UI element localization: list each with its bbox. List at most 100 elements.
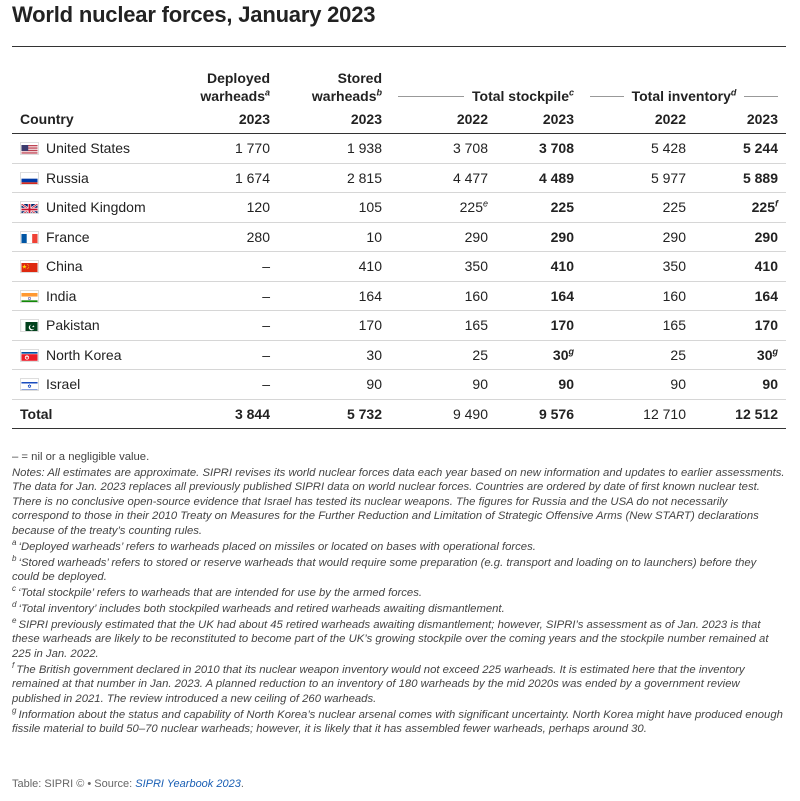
header-row-groups: Deployed warheadsa Stored warheadsb Tota… [12, 49, 786, 105]
country-name: Israel [46, 376, 81, 393]
stockpile-2023-value: 164 [496, 281, 582, 311]
france-flag-icon [20, 230, 39, 244]
stored-value: 1 938 [278, 133, 390, 164]
country-name: United States [46, 140, 131, 157]
inventory-2022-value: 25 [582, 340, 694, 370]
deployed-value: 1 770 [192, 133, 278, 164]
source-link[interactable]: SIPRI Yearbook 2023 [135, 778, 241, 790]
stockpile-2023-value: 3 708 [496, 133, 582, 164]
total-stored: 5 732 [278, 399, 390, 429]
deployed-value: 280 [192, 222, 278, 252]
stockpile-2022-value: 90 [390, 369, 496, 400]
stockpile-2023-value: 225 [496, 192, 582, 223]
country-name: India [46, 287, 77, 304]
stockpile-2023-value: 30g [496, 340, 582, 370]
us-flag-icon [20, 142, 39, 156]
stockpile-2023-value: 90 [496, 369, 582, 400]
header-stockpile-2023: 2023 [496, 105, 582, 134]
inventory-2023-value: 225f [694, 192, 786, 223]
inventory-2022-value: 5 428 [582, 133, 694, 164]
header-stored: Stored warheadsb [311, 70, 382, 104]
stockpile-2022-value: 290 [390, 222, 496, 252]
deployed-value: – [192, 369, 278, 400]
pakistan-flag-icon [20, 319, 39, 333]
stockpile-2022-value: 165 [390, 310, 496, 341]
stored-value: 10 [278, 222, 390, 252]
nuclear-forces-table: Deployed warheadsa Stored warheadsb Tota… [12, 49, 786, 429]
stockpile-2022-value: 25 [390, 340, 496, 370]
stockpile-2022-value: 3 708 [390, 133, 496, 164]
header-stored-year: 2023 [278, 105, 390, 134]
total-inventory-2023: 12 512 [694, 399, 786, 429]
header-total-inventory: Total inventoryd [582, 49, 786, 105]
inventory-2022-value: 160 [582, 281, 694, 311]
stored-value: 170 [278, 310, 390, 341]
deployed-value: 1 674 [192, 163, 278, 193]
country-name: North Korea [46, 346, 122, 363]
table-row: Pakistan – 170 165 170 165 170 [12, 310, 786, 341]
inventory-2023-value: 290 [694, 222, 786, 252]
inventory-2023-value: 164 [694, 281, 786, 311]
inventory-2022-value: 350 [582, 251, 694, 282]
stockpile-2023-value: 290 [496, 222, 582, 252]
country-name: China [46, 258, 83, 275]
general-note: Notes: All estimates are approximate. SI… [12, 467, 785, 537]
inventory-2023-value: 90 [694, 369, 786, 400]
deployed-value: 120 [192, 192, 278, 223]
header-row-years: Country 2023 2023 2022 2023 2022 2023 [12, 105, 786, 134]
header-deployed: Deployed warheadsa [200, 70, 270, 104]
total-inventory-2022: 12 710 [582, 399, 694, 429]
total-stockpile-2022: 9 490 [390, 399, 496, 429]
israel-flag-icon [20, 378, 39, 392]
header-total-stockpile: Total stockpilec [390, 49, 582, 105]
stockpile-2023-value: 410 [496, 251, 582, 282]
top-rule [12, 46, 786, 47]
deployed-value: – [192, 340, 278, 370]
table-row: India – 164 160 164 160 164 [12, 281, 786, 311]
north-korea-flag-icon [20, 348, 39, 362]
country-name: United Kingdom [46, 199, 146, 216]
footnote: e SIPRI previously estimated that the UK … [12, 616, 769, 660]
header-stockpile-2022: 2022 [390, 105, 496, 134]
inventory-2023-value: 30g [694, 340, 786, 370]
header-deployed-year: 2023 [192, 105, 278, 134]
header-country: Country [12, 105, 192, 134]
footnote: c ‘Total stockpile’ refers to warheads th… [12, 584, 422, 600]
country-name: Pakistan [46, 317, 100, 334]
inventory-2023-value: 5 244 [694, 133, 786, 164]
india-flag-icon [20, 289, 39, 303]
country-name: France [46, 228, 90, 245]
inventory-2023-value: 170 [694, 310, 786, 341]
page-title: World nuclear forces, January 2023 [12, 2, 376, 27]
table-row: Russia 1 674 2 815 4 477 4 489 5 977 5 8… [12, 163, 786, 193]
notes-section: – = nil or a negligible value. Notes: Al… [12, 450, 786, 738]
stockpile-2022-value: 160 [390, 281, 496, 311]
total-deployed: 3 844 [192, 399, 278, 429]
inventory-2023-value: 410 [694, 251, 786, 282]
header-inventory-2023: 2023 [694, 105, 786, 134]
footnote: g Information about the status and capabi… [12, 705, 783, 736]
table-row: Israel – 90 90 90 90 90 [12, 369, 786, 400]
inventory-2022-value: 225 [582, 192, 694, 223]
stored-value: 105 [278, 192, 390, 223]
source-line: Table: SIPRI © • Source: SIPRI Yearbook … [12, 778, 244, 790]
footnote: d ‘Total inventory’ includes both stockpi… [12, 600, 505, 616]
stockpile-2022-value: 350 [390, 251, 496, 282]
footnote: b ‘Stored warheads’ refers to stored or r… [12, 553, 757, 584]
inventory-2022-value: 165 [582, 310, 694, 341]
table-body: United States 1 770 1 938 3 708 3 708 5 … [12, 133, 786, 429]
footnote: a ‘Deployed warheads’ refers to warheads … [12, 537, 536, 553]
russia-flag-icon [20, 171, 39, 185]
total-stockpile-2023: 9 576 [496, 399, 582, 429]
table-row: China – 410 350 410 350 410 [12, 251, 786, 282]
stored-value: 30 [278, 340, 390, 370]
stored-value: 164 [278, 281, 390, 311]
footnote: f The British government declared in 2010… [12, 661, 745, 705]
deployed-value: – [192, 251, 278, 282]
stored-value: 90 [278, 369, 390, 400]
table-row: North Korea – 30 25 30g 25 30g [12, 340, 786, 370]
china-flag-icon [20, 260, 39, 274]
table-row: United Kingdom 120 105 225e 225 225 225f [12, 192, 786, 223]
header-inventory-2022: 2022 [582, 105, 694, 134]
inventory-2023-value: 5 889 [694, 163, 786, 193]
